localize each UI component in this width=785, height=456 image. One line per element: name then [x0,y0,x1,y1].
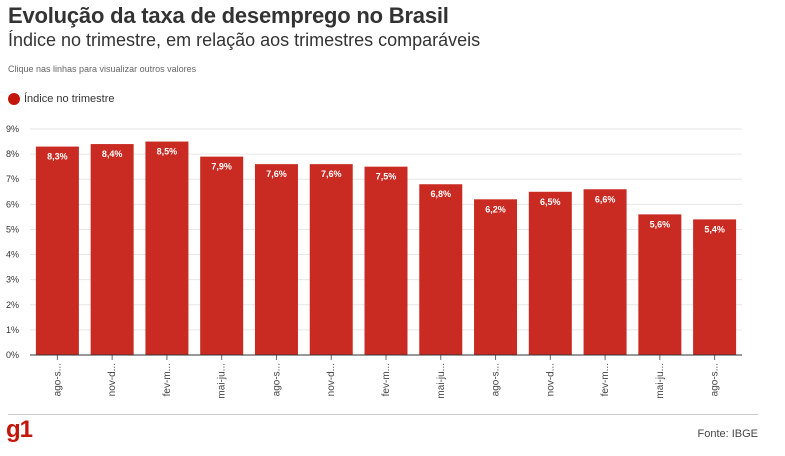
bar[interactable] [693,219,737,355]
bar[interactable] [145,141,189,355]
x-tick-label: fev-m... [162,363,173,396]
x-tick-label: ago-s... [271,363,282,396]
bar-value-label: 7,9% [211,162,232,172]
bar[interactable] [35,146,79,355]
bar[interactable] [364,166,408,355]
x-tick-label: mai-ju... [217,363,228,399]
legend-label: Índice no trimestre [24,93,115,105]
bar-value-label: 7,6% [266,169,287,179]
bar[interactable] [474,199,518,355]
source-name: IBGE [731,428,758,440]
bar-value-label: 8,3% [47,152,68,162]
bar-value-label: 8,5% [157,147,178,157]
x-tick-label: mai-ju... [436,363,447,399]
legend-item[interactable]: Índice no trimestre [8,93,114,105]
y-tick-label: 2% [6,300,19,310]
chart-subtitle: Índice no trimestre, em relação aos trim… [8,30,481,50]
bar-value-label: 5,6% [650,219,671,229]
y-tick-label: 4% [6,250,19,260]
legend-dot-icon [8,93,20,105]
y-tick-label: 6% [6,199,19,209]
x-tick-label: ago-s... [710,363,721,396]
source-prefix: Fonte: [697,428,729,440]
bar[interactable] [90,144,134,355]
chart-hint: Clique nas linhas para visualizar outros… [8,64,197,74]
x-tick-label: mai-ju... [655,363,666,399]
bar[interactable] [254,164,298,355]
bar-value-label: 6,8% [431,189,452,199]
footer-divider [8,414,758,415]
bar-value-label: 8,4% [102,149,123,159]
x-tick-label: nov-d... [545,363,556,396]
bar[interactable] [583,189,627,355]
bar[interactable] [638,214,682,355]
chart-title: Evolução da taxa de desemprego no Brasil [8,3,449,28]
y-tick-label: 7% [6,174,19,184]
bar-value-label: 6,6% [595,194,616,204]
g1-logo[interactable]: g1 [6,416,33,443]
y-tick-label: 1% [6,325,19,335]
x-tick-label: ago-s... [491,363,502,396]
x-tick-label: nov-d... [326,363,337,396]
bar[interactable] [528,191,572,355]
y-tick-label: 9% [6,124,19,134]
bar-value-label: 6,2% [485,204,506,214]
bar-value-label: 6,5% [540,197,561,207]
y-tick-label: 5% [6,224,19,234]
y-tick-label: 8% [6,149,19,159]
x-tick-label: fev-m... [600,363,611,396]
source-credit: Fonte: IBGE [698,428,758,440]
bar-value-label: 7,6% [321,169,342,179]
y-tick-label: 3% [6,275,19,285]
y-tick-label: 0% [6,350,19,360]
x-tick-label: nov-d... [107,363,118,396]
bar[interactable] [200,156,244,355]
bar-value-label: 5,4% [704,224,725,234]
bar-chart: 0% 1% 2% 3% 4% 5% 6% 7% 8% 9% 8,3% ago-s... 8,4% nov-… [6,124,742,399]
bar-value-label: 7,5% [376,172,397,182]
bar[interactable] [309,164,353,355]
x-tick-label: ago-s... [52,363,63,396]
x-tick-label: fev-m... [381,363,392,396]
bar[interactable] [419,184,463,355]
